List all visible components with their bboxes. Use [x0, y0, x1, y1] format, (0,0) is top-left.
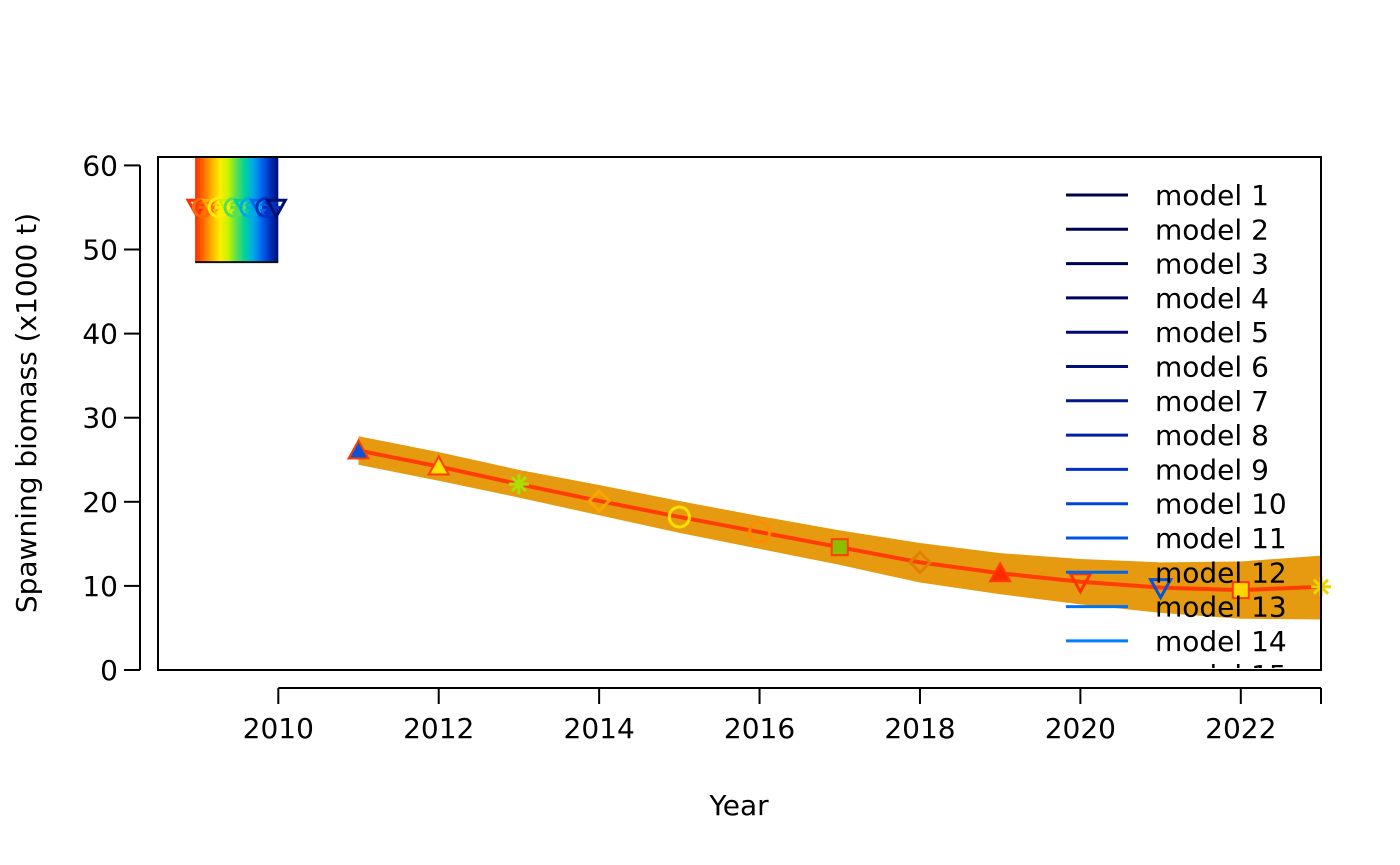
x-tick-label: 2012	[403, 712, 474, 745]
legend-label: model 6	[1155, 351, 1269, 384]
marker-shape	[1231, 581, 1250, 600]
legend-label: model 10	[1155, 488, 1287, 521]
y-tick-label: 20	[82, 486, 118, 519]
y-tick-label: 30	[82, 402, 118, 435]
marker-shape	[667, 505, 691, 529]
legend-label: model 13	[1155, 591, 1287, 624]
y-tick-label: 60	[82, 149, 118, 182]
legend-label: model 7	[1155, 385, 1269, 418]
y-tick-label: 50	[82, 234, 118, 267]
legend-label: model 4	[1155, 282, 1269, 315]
y-axis-title: Spawning biomass (x1000 t)	[10, 213, 43, 613]
marker-shape	[587, 488, 612, 514]
legend-label: model 9	[1155, 453, 1269, 486]
y-tick-label: 0	[100, 654, 118, 687]
marker-shape	[907, 550, 933, 575]
data-point	[1231, 581, 1250, 600]
legend-label: model 15	[1155, 659, 1287, 692]
y-tick-label: 40	[82, 318, 118, 351]
y-tick-label: 10	[82, 570, 118, 603]
marker-shape	[830, 538, 849, 557]
virgin-biomass-markers	[185, 157, 288, 264]
legend-label: model 1	[1155, 179, 1269, 212]
marker-shape	[346, 438, 371, 460]
legend-label: model 11	[1155, 522, 1287, 555]
x-tick-label: 2018	[884, 712, 955, 745]
y-axis: 0 10 20 30 40 50 60	[82, 149, 141, 687]
x-tick-label: 2010	[243, 712, 314, 745]
data-point	[587, 488, 612, 514]
marker-stroke	[510, 476, 528, 493]
marker-shape	[264, 198, 288, 220]
data-point	[1148, 578, 1174, 601]
x-tick-label: 2016	[724, 712, 795, 745]
virgin-biomass-point	[264, 198, 288, 220]
marker-shape	[748, 520, 772, 544]
legend-label: model 12	[1155, 556, 1287, 589]
data-point	[988, 561, 1012, 583]
x-tick-label: 2014	[564, 712, 635, 745]
series-points	[346, 438, 1331, 601]
legend-label: model 2	[1155, 213, 1269, 246]
data-point	[748, 520, 772, 544]
data-point	[508, 474, 529, 495]
data-point	[667, 505, 691, 529]
marker-shape	[1148, 578, 1174, 601]
marker-shape	[427, 454, 451, 476]
data-point	[427, 454, 451, 476]
x-tick-label: 2022	[1205, 712, 1276, 745]
x-axis: 2010 2012 2014 2016 2018 2020 2022	[243, 687, 1322, 745]
legend-label: model 5	[1155, 316, 1269, 349]
legend-label: model 8	[1155, 419, 1269, 452]
data-point	[830, 538, 849, 557]
data-point	[346, 438, 371, 460]
plot-box	[157, 156, 1322, 671]
legend-label: model 3	[1155, 248, 1269, 281]
data-point	[907, 550, 933, 575]
marker-shape	[988, 561, 1012, 583]
x-axis-title: Year	[708, 789, 769, 822]
x-tick-label: 2020	[1045, 712, 1116, 745]
legend-label: model 14	[1155, 625, 1287, 658]
